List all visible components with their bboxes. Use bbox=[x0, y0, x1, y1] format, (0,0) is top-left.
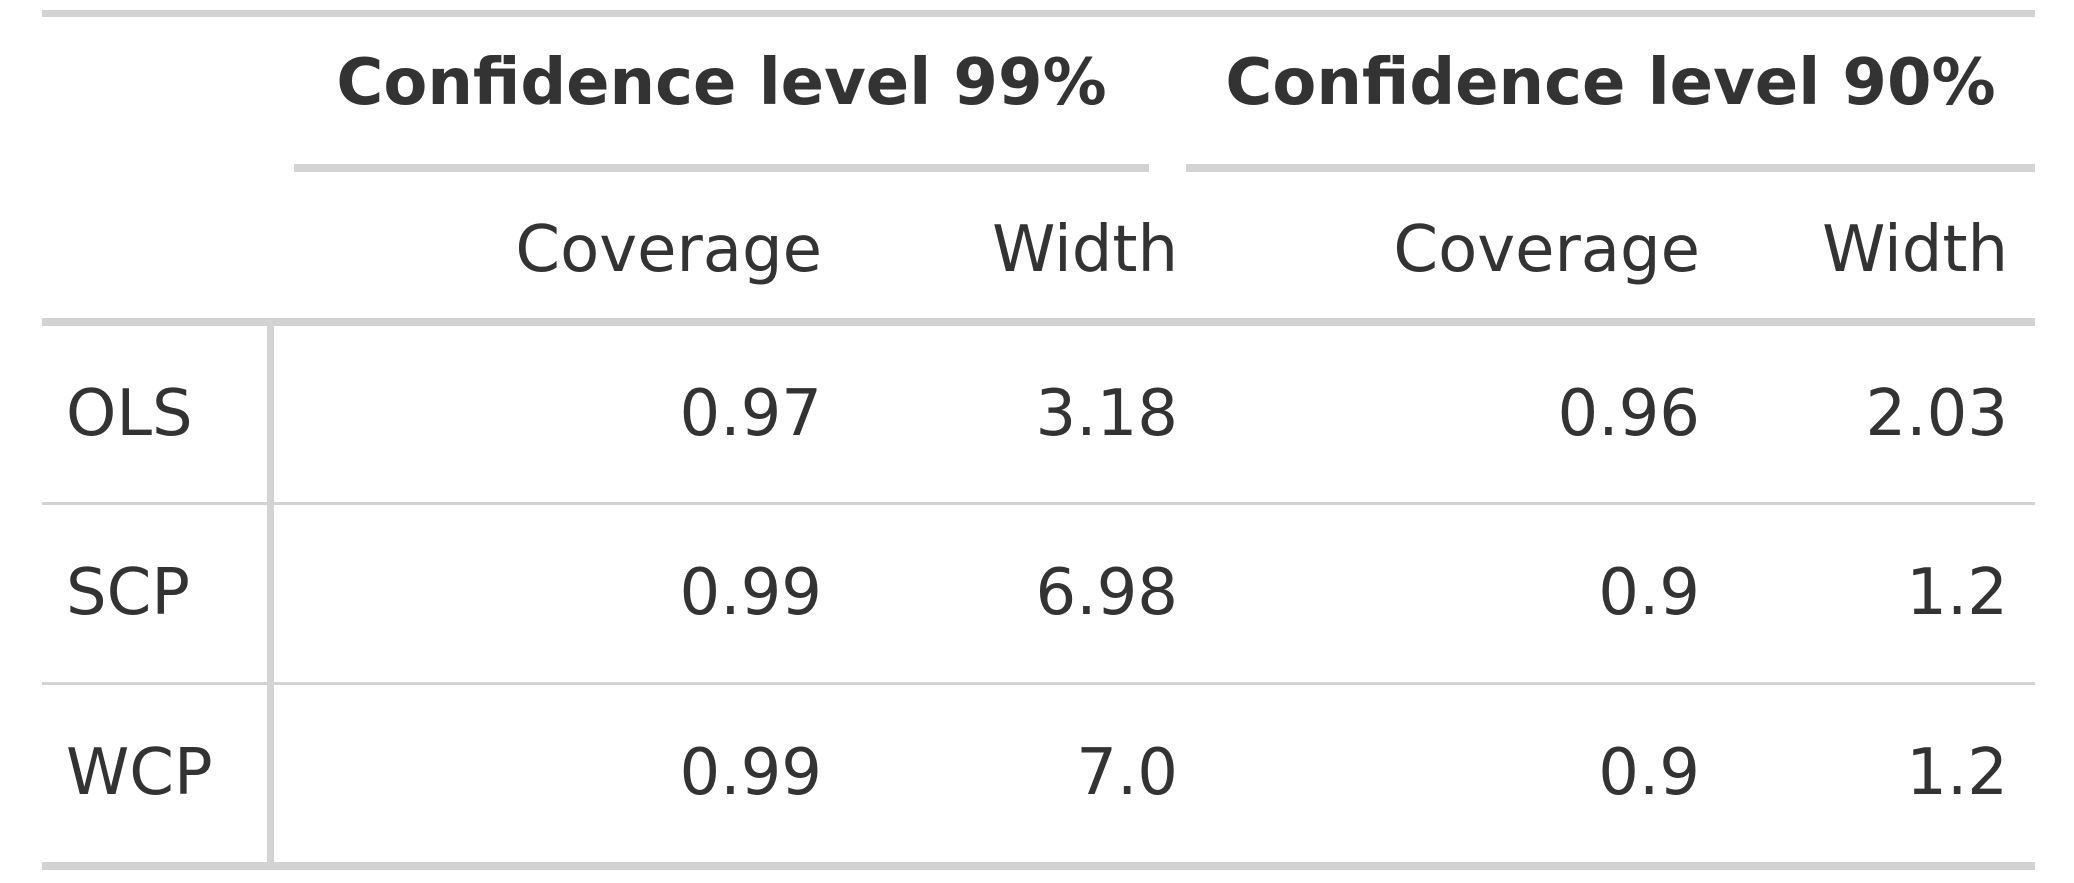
row-divider bbox=[42, 502, 2035, 505]
spanner-underline-90 bbox=[1186, 164, 2035, 172]
cell-coverage-99: 0.99 bbox=[679, 556, 823, 630]
table-row: OLS 0.97 3.18 0.96 2.03 bbox=[42, 326, 2035, 502]
cell-coverage-99: 0.97 bbox=[679, 377, 823, 451]
stub-divider bbox=[267, 326, 274, 870]
table-bottom-rule bbox=[42, 862, 2035, 870]
column-label-coverage-90: Coverage bbox=[1393, 213, 1700, 287]
cell-width-99: 6.98 bbox=[1035, 556, 1179, 630]
cell-coverage-99: 0.99 bbox=[679, 736, 823, 810]
cell-coverage-90: 0.9 bbox=[1598, 556, 1700, 630]
table-row: WCP 0.99 7.0 0.9 1.2 bbox=[42, 685, 2035, 861]
table-top-rule bbox=[42, 10, 2035, 17]
cell-width-90: 1.2 bbox=[1906, 736, 2008, 810]
cell-width-99: 3.18 bbox=[1035, 377, 1179, 451]
header-rule bbox=[42, 318, 2035, 326]
cell-coverage-90: 0.9 bbox=[1598, 736, 1700, 810]
column-label-coverage-99: Coverage bbox=[515, 213, 822, 287]
spanner-confidence-90: Confidence level 90% bbox=[1225, 46, 1996, 120]
column-label-width-99: Width bbox=[992, 213, 1178, 287]
column-label-width-90: Width bbox=[1822, 213, 2008, 287]
spanner-confidence-99: Confidence level 99% bbox=[336, 46, 1107, 120]
cell-width-90: 2.03 bbox=[1865, 377, 2009, 451]
results-table: Confidence level 99% Confidence level 90… bbox=[42, 10, 2035, 876]
spanner-underline-99 bbox=[294, 164, 1149, 172]
table-row: SCP 0.99 6.98 0.9 1.2 bbox=[42, 505, 2035, 681]
row-label: SCP bbox=[66, 556, 190, 630]
cell-width-99: 7.0 bbox=[1076, 736, 1178, 810]
row-divider bbox=[42, 682, 2035, 685]
row-label: OLS bbox=[66, 377, 193, 451]
cell-width-90: 1.2 bbox=[1906, 556, 2008, 630]
row-label: WCP bbox=[66, 736, 213, 810]
cell-coverage-90: 0.96 bbox=[1557, 377, 1701, 451]
